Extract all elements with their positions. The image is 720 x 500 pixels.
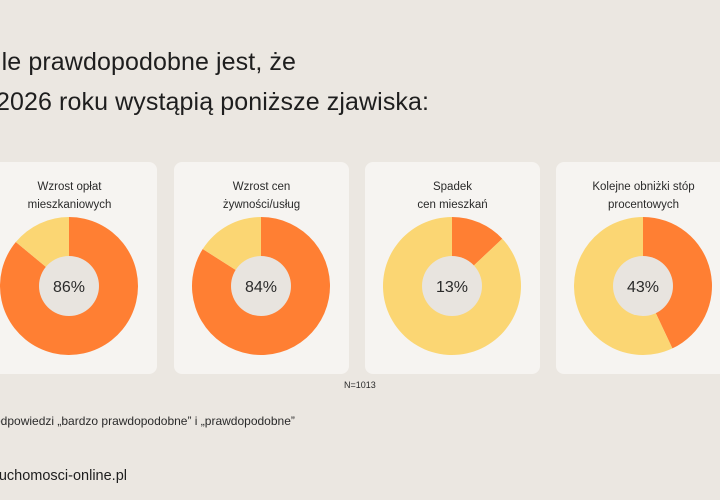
chart-card-food-services: Wzrost cen żywności/usług 84% (174, 162, 349, 374)
chart-card-flat-prices: Spadek cen mieszkań 13% (365, 162, 540, 374)
chart-title: Wzrost cen żywności/usług (174, 178, 349, 214)
chart-card-rate-cuts: Kolejne obniżki stóp procentowych 43% (556, 162, 720, 374)
data-label: 43% (627, 279, 659, 296)
chart-title-line-2: procentowych (608, 199, 679, 211)
chart-title-line-1: Wzrost cen (232, 181, 291, 193)
data-label: 13% (436, 279, 468, 296)
chart-title-line-1: Wzrost opłat (37, 181, 102, 193)
donut-center (422, 256, 482, 316)
chart-title-line-1: Kolejne obniżki stóp (592, 181, 695, 193)
donut-chart: 43% (574, 217, 712, 355)
title-line-2: 2026 roku wystąpią poniższe zjawiska: (0, 88, 430, 116)
data-label: 86% (53, 279, 85, 296)
donut-chart: 13% (383, 217, 521, 355)
chart-title: Wzrost opłat mieszkaniowych (0, 178, 157, 214)
footnote: odpowiedzi „bardzo prawdopodobne” i „pra… (0, 414, 295, 428)
chart-title: Kolejne obniżki stóp procentowych (556, 178, 720, 214)
sample-size-label: N=1013 (344, 380, 376, 390)
source-label: ruchomosci-online.pl (0, 468, 127, 484)
slice-likely (0, 217, 138, 355)
chart-title-line-1: Spadek (432, 181, 472, 193)
donut-center (39, 256, 99, 316)
chart-title-line-2: mieszkaniowych (27, 199, 112, 211)
donut-chart: 86% (0, 217, 138, 355)
chart-title-line-2: żywności/usług (222, 199, 301, 211)
chart-card-housing-fees: Wzrost opłat mieszkaniowych 86% (0, 162, 157, 374)
donut-center (613, 256, 673, 316)
title-line-1: ile prawdopodobne jest, że (0, 48, 297, 76)
chart-title-line-2: cen mieszkań (417, 199, 488, 211)
slice-likely (643, 217, 712, 349)
page-title: ile prawdopodobne jest, że 2026 roku wys… (0, 42, 429, 122)
donut-chart: 84% (192, 217, 330, 355)
data-label: 84% (245, 279, 277, 296)
donut-center (231, 256, 291, 316)
chart-title: Spadek cen mieszkań (365, 178, 540, 214)
